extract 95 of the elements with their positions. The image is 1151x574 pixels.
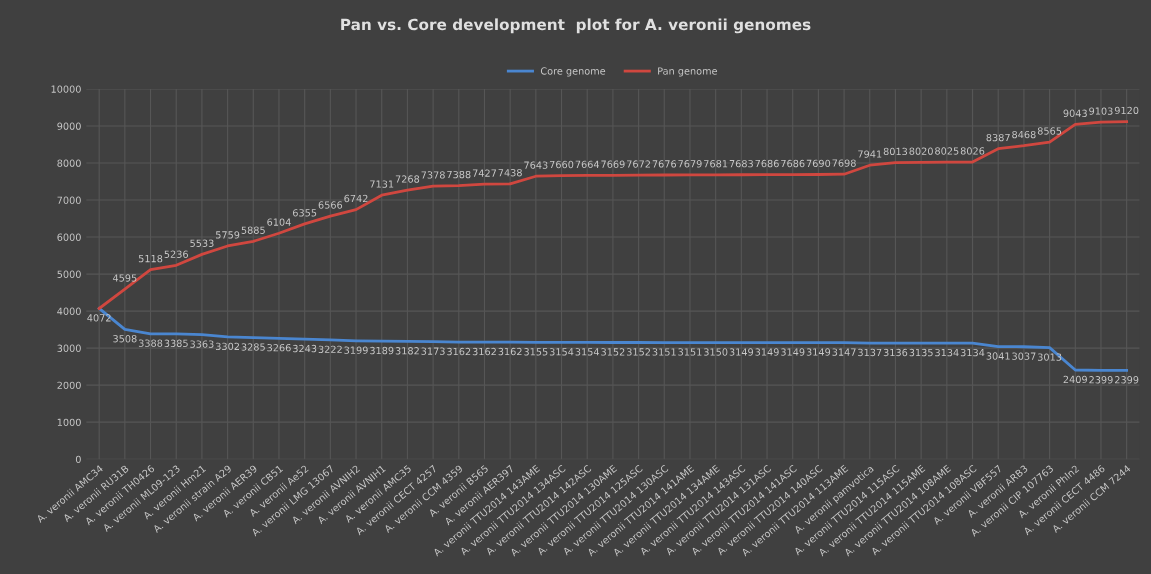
data-label: 3302 <box>215 342 239 351</box>
data-label: 3243 <box>293 344 317 353</box>
y-tick-label: 10000 <box>51 85 81 93</box>
data-label: 3134 <box>960 348 985 357</box>
data-label: 7660 <box>549 160 574 169</box>
y-tick-label: 4000 <box>57 307 81 315</box>
data-label: 3149 <box>729 348 754 356</box>
data-label: 7686 <box>781 159 805 168</box>
data-label: 8468 <box>1012 130 1036 139</box>
data-label: 7681 <box>704 160 728 168</box>
data-label: 3151 <box>678 348 702 356</box>
data-label: 7268 <box>395 175 420 183</box>
data-label: 3154 <box>549 348 574 356</box>
data-label: 3134 <box>935 348 959 357</box>
data-label: 7672 <box>627 160 650 168</box>
data-label: 6566 <box>318 201 343 209</box>
data-label: 8026 <box>960 147 985 155</box>
data-label: 3173 <box>421 347 445 355</box>
y-tick-label: 8000 <box>57 159 81 167</box>
data-label: 7690 <box>806 159 831 168</box>
data-label: 3041 <box>986 352 1010 360</box>
data-label: 3266 <box>267 344 291 352</box>
data-label: 3152 <box>601 348 625 356</box>
data-label: 6104 <box>267 218 291 226</box>
y-tick-label: 6000 <box>57 233 81 241</box>
data-label: 3162 <box>498 347 522 356</box>
data-label: 3189 <box>370 346 394 355</box>
data-label: 9120 <box>1114 106 1139 115</box>
data-label: 2409 <box>1063 375 1087 384</box>
data-label: 5885 <box>241 226 265 234</box>
data-label: 8565 <box>1037 127 1062 135</box>
data-label: 9043 <box>1063 109 1087 117</box>
data-label: 7686 <box>755 159 779 168</box>
data-label: 7698 <box>832 159 856 167</box>
data-label: 3388 <box>138 339 163 347</box>
chart-title: Pan vs. Core development plot for A. veronii genomes <box>341 18 811 34</box>
data-label: 7378 <box>421 171 445 179</box>
data-label: 8387 <box>986 133 1010 142</box>
data-label: 7438 <box>498 169 522 177</box>
data-label: 3137 <box>858 348 882 357</box>
y-tick-label: 2000 <box>57 381 81 389</box>
data-label: 3147 <box>832 348 856 356</box>
data-label: 3199 <box>344 346 368 354</box>
data-label: 7664 <box>575 160 600 169</box>
y-tick-label: 3000 <box>57 344 81 352</box>
data-label: 3155 <box>524 348 548 356</box>
data-label: 6742 <box>344 194 368 203</box>
data-label: 7676 <box>652 160 677 168</box>
data-label: 3152 <box>626 348 650 356</box>
y-tick-label: 1000 <box>57 418 81 427</box>
data-label: 9103 <box>1089 107 1113 115</box>
data-label: 3037 <box>1012 352 1036 360</box>
data-label: 3162 <box>447 347 471 356</box>
data-label: 2399 <box>1114 376 1139 384</box>
data-label: 5236 <box>164 250 188 258</box>
data-label: 3013 <box>1037 353 1062 361</box>
data-label: 3149 <box>755 348 779 356</box>
data-label: 6355 <box>292 209 317 217</box>
data-label: 5759 <box>215 231 240 239</box>
data-label: 8020 <box>909 147 933 155</box>
data-label: 5533 <box>190 239 214 247</box>
data-label: 3149 <box>781 348 805 356</box>
data-label: 3150 <box>704 348 728 356</box>
data-label: 3508 <box>113 335 137 343</box>
y-tick-label: 5000 <box>57 270 81 278</box>
data-label: 3149 <box>806 348 831 356</box>
data-label: 3222 <box>318 345 342 353</box>
data-label: 3182 <box>395 347 419 355</box>
y-tick-label: 7000 <box>57 196 81 204</box>
data-label: 3162 <box>472 347 496 356</box>
line-series <box>97 120 1129 310</box>
data-label: 8013 <box>883 147 908 156</box>
data-label: 7679 <box>678 160 702 168</box>
data-label: 7131 <box>370 180 394 188</box>
data-label: 7941 <box>858 150 882 158</box>
data-label: 3285 <box>241 343 265 351</box>
data-label: 7388 <box>447 170 471 179</box>
data-label: 7427 <box>472 169 497 177</box>
data-label: 7669 <box>601 160 625 168</box>
legend-label: Core genome <box>540 67 606 77</box>
data-label: 3363 <box>190 340 214 348</box>
data-label: 4595 <box>112 274 137 282</box>
data-label: 2399 <box>1089 376 1113 384</box>
data-label: 8025 <box>935 147 959 155</box>
y-tick-label: 9000 <box>57 122 81 130</box>
data-label: 3154 <box>575 348 600 356</box>
data-label: 3136 <box>883 348 908 357</box>
data-label: 3135 <box>909 348 933 357</box>
data-label: 7643 <box>524 161 548 169</box>
data-label: 7683 <box>729 159 753 168</box>
data-label: 3385 <box>164 339 188 347</box>
y-tick-label: 0 <box>75 455 81 464</box>
data-label: 5118 <box>138 254 163 263</box>
legend-label: Pan genome <box>658 67 718 77</box>
data-label: 3151 <box>652 348 676 356</box>
